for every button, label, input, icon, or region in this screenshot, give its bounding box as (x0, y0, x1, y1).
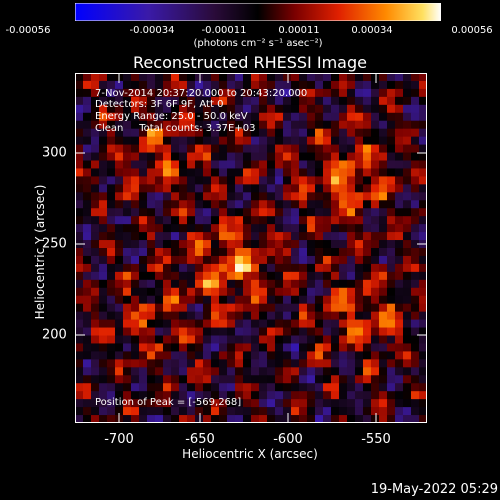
time-range-text: 7-Nov-2014 20:37:20.000 to 20:43:20.000 (95, 88, 308, 99)
colorbar-tick: -0.00056 (5, 25, 51, 36)
x-tick-label: -700 (104, 432, 134, 447)
x-tick-label: -550 (361, 432, 391, 447)
energy-range-text: Energy Range: 25.0 - 50.0 keV (95, 111, 248, 122)
y-tick-label: 200 (42, 327, 67, 343)
x-axis-label: Heliocentric X (arcsec) (182, 447, 318, 461)
timestamp: 19-May-2022 05:29 (370, 482, 498, 497)
colorbar-units: (photons cm⁻² s⁻¹ asec⁻²) (193, 38, 323, 49)
detectors-text: Detectors: 3F 6F 9F, Att 0 (95, 99, 224, 110)
peak-position-text: Position of Peak = [-569,268] (95, 397, 242, 408)
colorbar (75, 3, 441, 21)
rhessi-image (75, 73, 427, 423)
colorbar-tick: 0.00034 (351, 25, 393, 36)
y-axis-label: Heliocentric Y (arcsec) (33, 184, 47, 320)
colorbar-tick: 0.00011 (278, 25, 320, 36)
y-tick-label: 300 (42, 145, 67, 161)
y-tick-label: 250 (42, 236, 67, 252)
axis-ticks (75, 73, 427, 423)
clean-counts-text: Clean Total counts: 3.37E+03 (95, 123, 256, 134)
colorbar-tick: 0.00056 (451, 25, 493, 36)
colorbar-tick: -0.00034 (129, 25, 175, 36)
image-title: Reconstructed RHESSI Image (133, 53, 367, 72)
x-tick-label: -650 (185, 432, 215, 447)
image-pixels (75, 73, 427, 423)
colorbar-tick: -0.00011 (201, 25, 247, 36)
x-tick-label: -600 (273, 432, 303, 447)
